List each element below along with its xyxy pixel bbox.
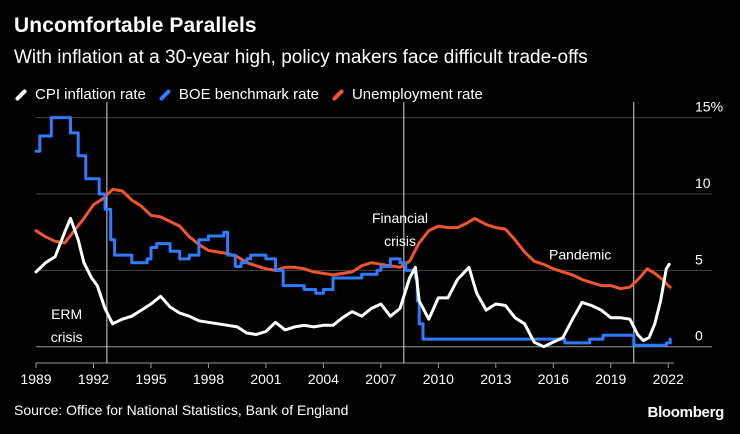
x-tick-label-4: 2001	[250, 371, 281, 387]
legend-item-unemployment: Unemployment rate	[331, 86, 483, 103]
y-tick-label-2: 5	[695, 251, 703, 267]
annotation-2: Financial	[372, 210, 428, 226]
source-note: Source: Office for National Statistics, …	[14, 402, 349, 418]
chart-annotations: ERM crisis Financial crisis Pandemic	[51, 210, 612, 345]
x-tick-label-0: 1989	[20, 371, 51, 387]
annotation-3: crisis	[384, 233, 416, 249]
x-tick-label-9: 2016	[538, 371, 569, 387]
series-line-unemployment-rate	[34, 187, 672, 291]
chart-legend: CPI inflation rate BOE benchmark rate Un…	[14, 86, 495, 103]
y-tick-label-1: 10	[695, 175, 711, 191]
legend-label-unemployment: Unemployment rate	[351, 86, 483, 103]
y-tick-label-0: 15%	[695, 99, 723, 115]
y-tick-label-3: 0	[695, 328, 703, 344]
legend-item-boe: BOE benchmark rate	[158, 86, 319, 103]
x-tick-label-2: 1995	[135, 371, 166, 387]
legend-label-boe: BOE benchmark rate	[178, 86, 319, 103]
series-line-boe-benchmark-rate	[34, 116, 672, 347]
brand-logo: Bloomberg	[647, 404, 725, 421]
series-line-cpi-inflation-rate	[34, 216, 671, 349]
annotation-4: Pandemic	[549, 247, 611, 263]
x-tick-label-11: 2022	[653, 371, 684, 387]
chart-ticks: 15% 10 5 0 1989 1992 1995 1998 2001 2004 2007 2010 2…	[20, 99, 723, 387]
x-tick-label-3: 1998	[193, 371, 224, 387]
x-tick-label-8: 2013	[480, 371, 511, 387]
x-tick-label-6: 2007	[365, 371, 396, 387]
legend-label-cpi: CPI inflation rate	[35, 86, 146, 103]
annotation-0: ERM	[51, 306, 82, 322]
chart-event-lines	[106, 102, 635, 363]
chart-gridlines	[36, 117, 712, 364]
chart-series	[34, 116, 672, 349]
chart-subtitle: With inflation at a 30-year high, policy…	[14, 47, 588, 68]
x-tick-label-5: 2004	[308, 371, 339, 387]
annotation-1: crisis	[51, 329, 83, 345]
legend-item-cpi: CPI inflation rate	[14, 86, 146, 103]
x-tick-label-7: 2010	[423, 371, 454, 387]
x-tick-label-1: 1992	[78, 371, 109, 387]
chart-title: Uncomfortable Parallels	[14, 14, 257, 37]
x-tick-label-10: 2019	[595, 371, 626, 387]
